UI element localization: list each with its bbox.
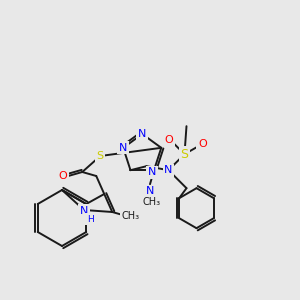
Text: N: N: [119, 143, 128, 153]
Text: N: N: [138, 129, 146, 139]
Text: S: S: [181, 148, 188, 161]
Text: N: N: [146, 186, 154, 196]
Text: S: S: [97, 151, 104, 161]
Text: CH₃: CH₃: [143, 197, 161, 207]
Text: N: N: [148, 167, 156, 177]
Text: N: N: [80, 206, 88, 216]
Text: O: O: [198, 139, 207, 149]
Text: N: N: [164, 165, 173, 175]
Text: O: O: [59, 171, 68, 181]
Text: O: O: [164, 135, 173, 145]
Text: H: H: [87, 214, 93, 224]
Text: CH₃: CH₃: [121, 211, 139, 221]
